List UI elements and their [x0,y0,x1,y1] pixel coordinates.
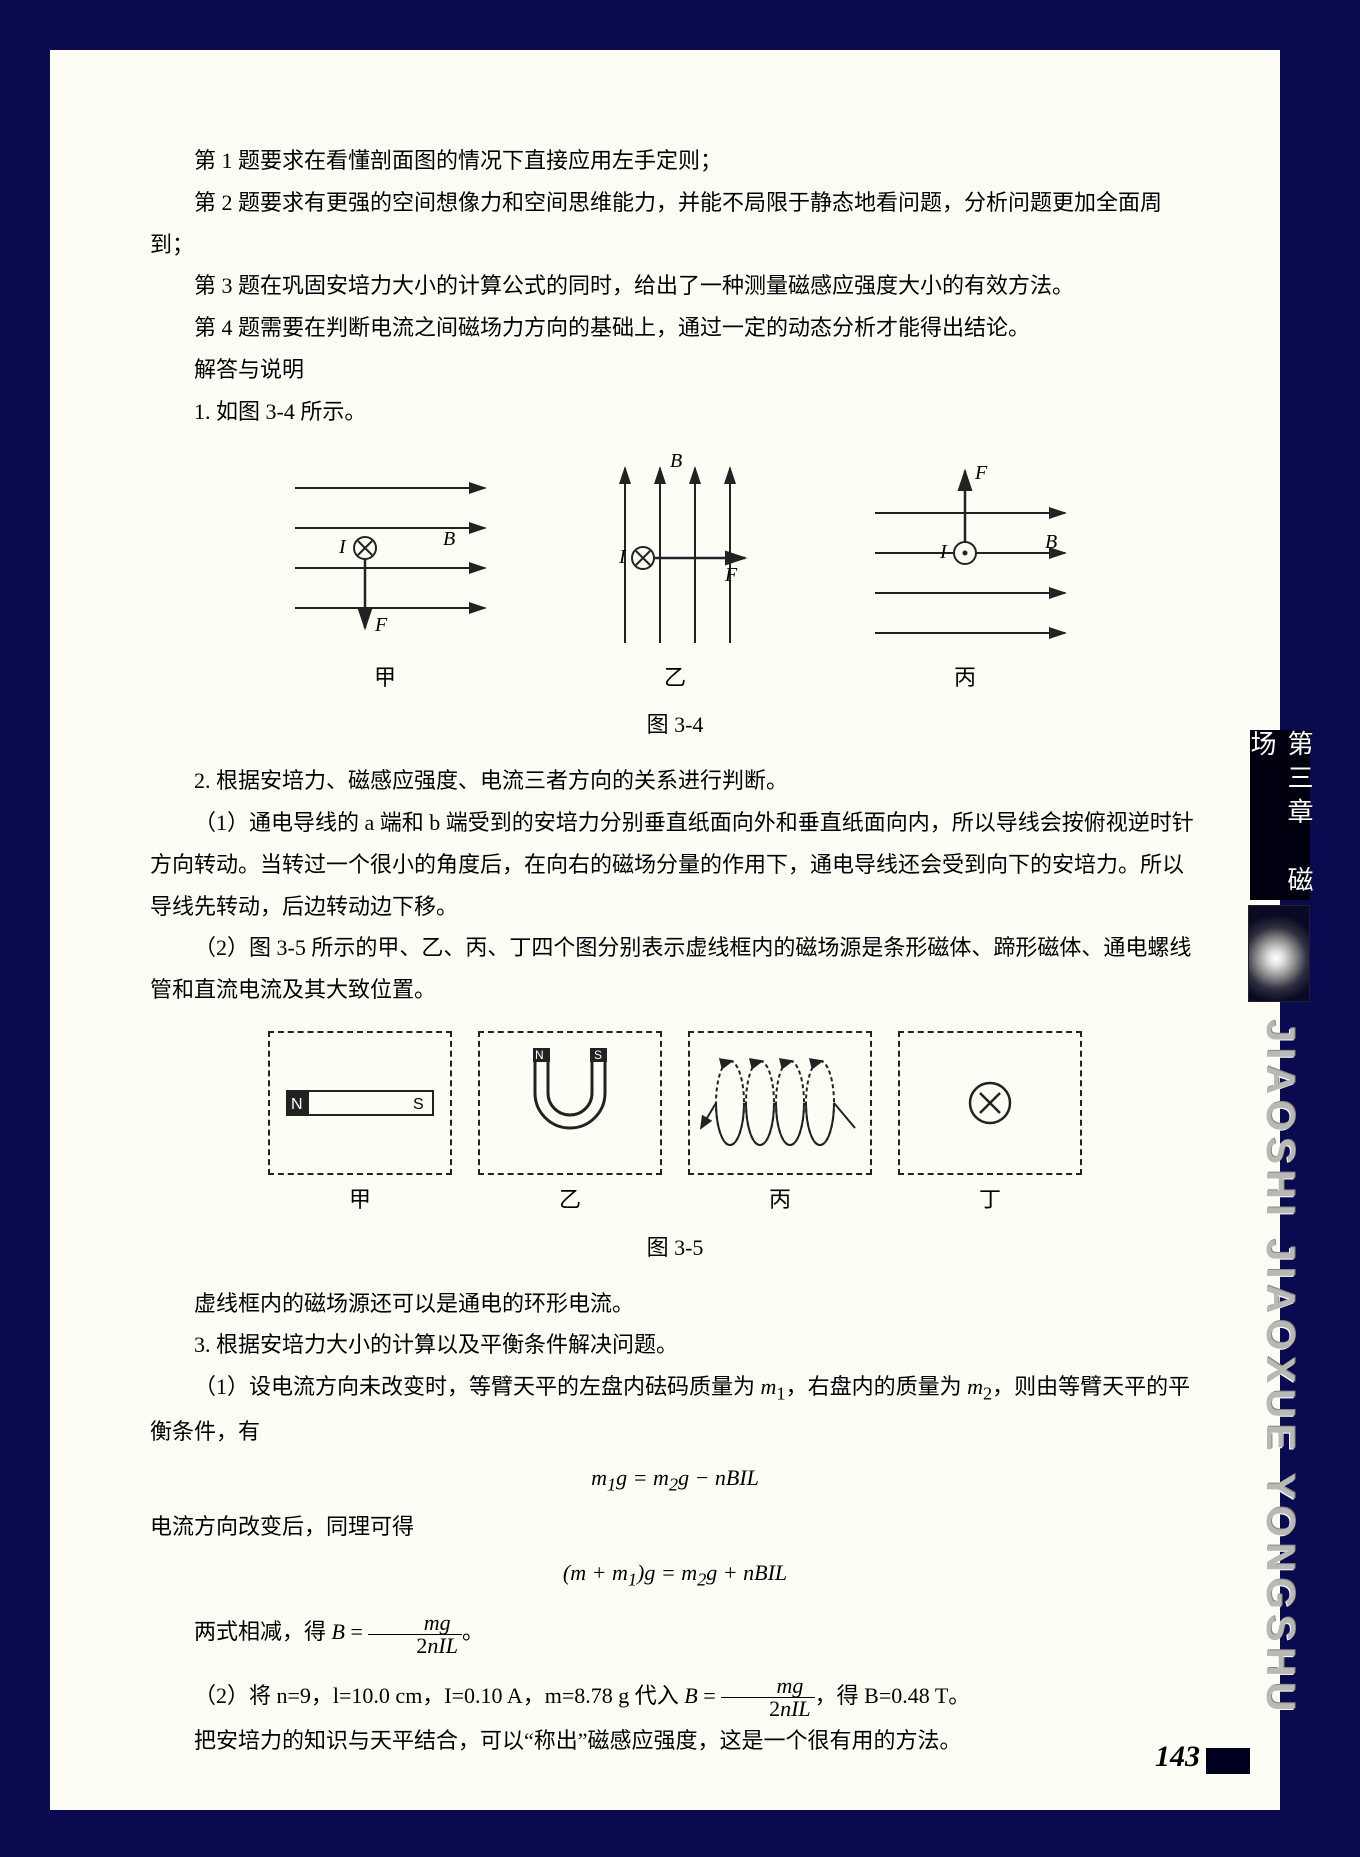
q2-note: 虚线框内的磁场源还可以是通电的环形电流。 [150,1283,1200,1325]
intro-line-3: 第 3 题在巩固安培力大小的计算公式的同时，给出了一种测量磁感应强度大小的有效方… [150,265,1200,307]
q3-sub-b: 。 [462,1619,484,1644]
chapter-thumbnail [1248,905,1310,1002]
figure-3-5: N S 甲 N S [150,1031,1200,1221]
fig34-svg-yi: B I F [575,453,775,653]
book-series-pinyin: JIAOSHI JIAOXUE YONGSHU [1257,1020,1302,1717]
q2-text: 2. 根据安培力、磁感应强度、电流三者方向的关系进行判断。 [150,760,1200,802]
page-number: 143 [1155,1740,1200,1774]
fig34-panel-jia: I B F 甲 [275,453,495,699]
fig35-panel-ding: 丁 [898,1031,1082,1221]
label-F-bing: F [974,462,988,484]
q3-1a: （1）设电流方向未改变时，等臂天平的左盘内砝码质量为 [194,1374,761,1399]
fig35-box-bing [688,1031,872,1175]
fig35-label-jia: 甲 [268,1179,452,1221]
fig34-panel-yi: B I F 乙 [575,453,775,699]
fig35-panel-bing: 丙 [688,1031,872,1221]
label-S: S [413,1096,424,1113]
label-I-yi: I [618,546,627,568]
fig35-box-ding [898,1031,1082,1175]
q3-sub-a: 两式相减，得 [194,1619,332,1644]
fig34-panel-bing: I B F 丙 [855,453,1075,699]
label-B: B [443,528,455,550]
label-N: N [291,1096,303,1113]
fig34-svg-jia: I B F [275,453,495,653]
label-I-bing: I [939,541,948,563]
fig35-box-jia: N S [268,1031,452,1175]
answers-heading: 解答与说明 [150,349,1200,391]
label-N-yi: N [535,1048,544,1062]
label-F: F [374,614,388,636]
chapter-tab: 第三章 磁场 [1250,730,1310,900]
fig34-label-yi: 乙 [575,657,775,699]
equation-1: m1g = m2g − nBIL [150,1457,1200,1502]
fig35-caption: 图 3-5 [150,1227,1200,1269]
figure-3-4: I B F 甲 B [150,453,1200,699]
fig35-label-ding: 丁 [898,1179,1082,1221]
fig34-label-bing: 丙 [855,657,1075,699]
content-area: 第 1 题要求在看懂剖面图的情况下直接应用左手定则； 第 2 题要求有更强的空间… [150,140,1200,1762]
fig35-panel-jia: N S 甲 [268,1031,452,1221]
fig34-svg-bing: I B F [855,453,1075,653]
q3-sub1: （1）设电流方向未改变时，等臂天平的左盘内砝码质量为 m1，右盘内的质量为 m2… [150,1366,1200,1453]
intro-line-2: 第 2 题要求有更强的空间想像力和空间思维能力，并能不局限于静态地看问题，分析问… [150,182,1200,266]
fig35-label-bing: 丙 [688,1179,872,1221]
q1-text: 1. 如图 3-4 所示。 [150,391,1200,433]
fig35-box-yi: N S [478,1031,662,1175]
label-I: I [338,536,347,558]
fig34-caption: 图 3-4 [150,704,1200,746]
q3-text: 3. 根据安培力大小的计算以及平衡条件解决问题。 [150,1324,1200,1366]
page-corner-mark [1206,1748,1250,1774]
q2-sub1: （1）通电导线的 a 端和 b 端受到的安培力分别垂直纸面向外和垂直纸面向内，所… [150,802,1200,927]
intro-line-1: 第 1 题要求在看懂剖面图的情况下直接应用左手定则； [150,140,1200,182]
q3-sub2: （2）将 n=9，l=10.0 cm，I=0.10 A，m=8.78 g 代入 … [150,1675,1200,1720]
fig35-label-yi: 乙 [478,1179,662,1221]
intro-line-4: 第 4 题需要在判断电流之间磁场力方向的基础上，通过一定的动态分析才能得出结论。 [150,307,1200,349]
q3-2a: （2）将 n=9，l=10.0 cm，I=0.10 A，m=8.78 g 代入 [194,1683,684,1708]
q3-mid: 电流方向改变后，同理可得 [150,1506,1200,1548]
fig35-panel-yi: N S 乙 [478,1031,662,1221]
page: 第 1 题要求在看懂剖面图的情况下直接应用左手定则； 第 2 题要求有更强的空间… [50,50,1280,1810]
q3-2b: ，得 B=0.48 T。 [815,1683,971,1708]
label-F-yi: F [724,564,738,586]
q3-subtract: 两式相减，得 B = mg2nIL。 [150,1611,1200,1656]
equation-2: (m + m1)g = m2g + nBIL [150,1552,1200,1597]
q3-end: 把安培力的知识与天平结合，可以“称出”磁感应强度，这是一个很有用的方法。 [150,1720,1200,1762]
q2-sub2: （2）图 3-5 所示的甲、乙、丙、丁四个图分别表示虚线框内的磁场源是条形磁体、… [150,927,1200,1011]
fig34-label-jia: 甲 [275,657,495,699]
label-B-yi: B [670,453,682,472]
label-S-yi: S [594,1048,602,1062]
label-B-bing: B [1045,531,1057,553]
q3-1b: ，右盘内的质量为 [786,1374,968,1399]
